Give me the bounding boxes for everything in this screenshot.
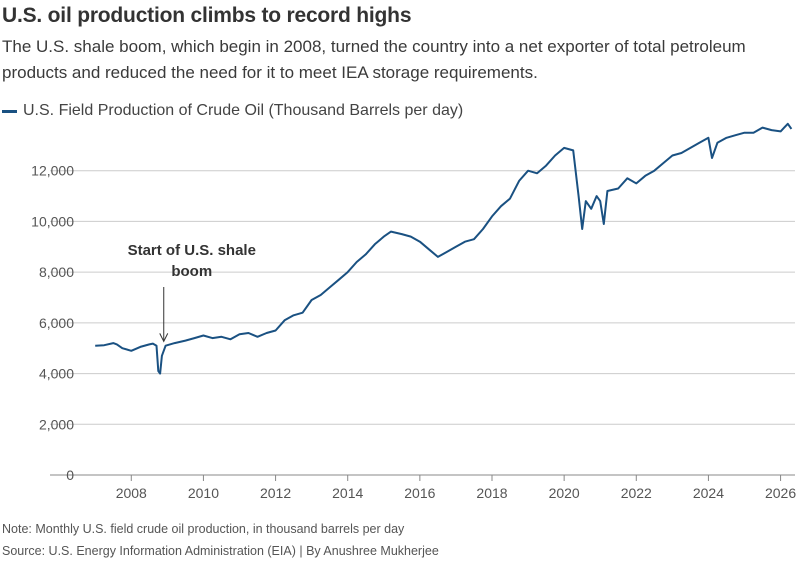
y-tick-label: 2,000 [39, 416, 74, 432]
x-tick-label: 2014 [332, 485, 363, 501]
y-tick-label: 6,000 [39, 315, 74, 331]
legend: U.S. Field Production of Crude Oil (Thou… [2, 102, 463, 120]
x-tick-label: 2020 [549, 485, 580, 501]
y-tick-label: 10,000 [31, 213, 74, 229]
x-tick-label: 2008 [116, 485, 147, 501]
x-tick-label: 2024 [693, 485, 724, 501]
legend-swatch [2, 109, 17, 113]
y-tick-label: 4,000 [39, 366, 74, 382]
x-tick-label: 2018 [476, 485, 507, 501]
x-tick-label: 2010 [188, 485, 219, 501]
chart-source: Source: U.S. Energy Information Administ… [2, 544, 439, 558]
x-tick-label: 2022 [621, 485, 652, 501]
legend-label: U.S. Field Production of Crude Oil (Thou… [23, 102, 464, 119]
y-tick-label: 8,000 [39, 264, 74, 280]
x-tick-label: 2016 [404, 485, 435, 501]
y-tick-label: 0 [66, 467, 74, 483]
series-line [95, 122, 793, 375]
annotation-text: boom [171, 263, 212, 280]
x-tick-label: 2026 [765, 485, 796, 501]
annotation-text: Start of U.S. shale [128, 242, 256, 259]
y-tick-label: 12,000 [31, 163, 74, 179]
annotation-arrowhead [159, 333, 169, 343]
chart-title: U.S. oil production climbs to record hig… [2, 4, 412, 27]
chart-subtitle: The U.S. shale boom, which begin in 2008… [2, 37, 746, 82]
chart-note: Note: Monthly U.S. field crude oil produ… [2, 522, 405, 536]
x-tick-label: 2012 [260, 485, 291, 501]
